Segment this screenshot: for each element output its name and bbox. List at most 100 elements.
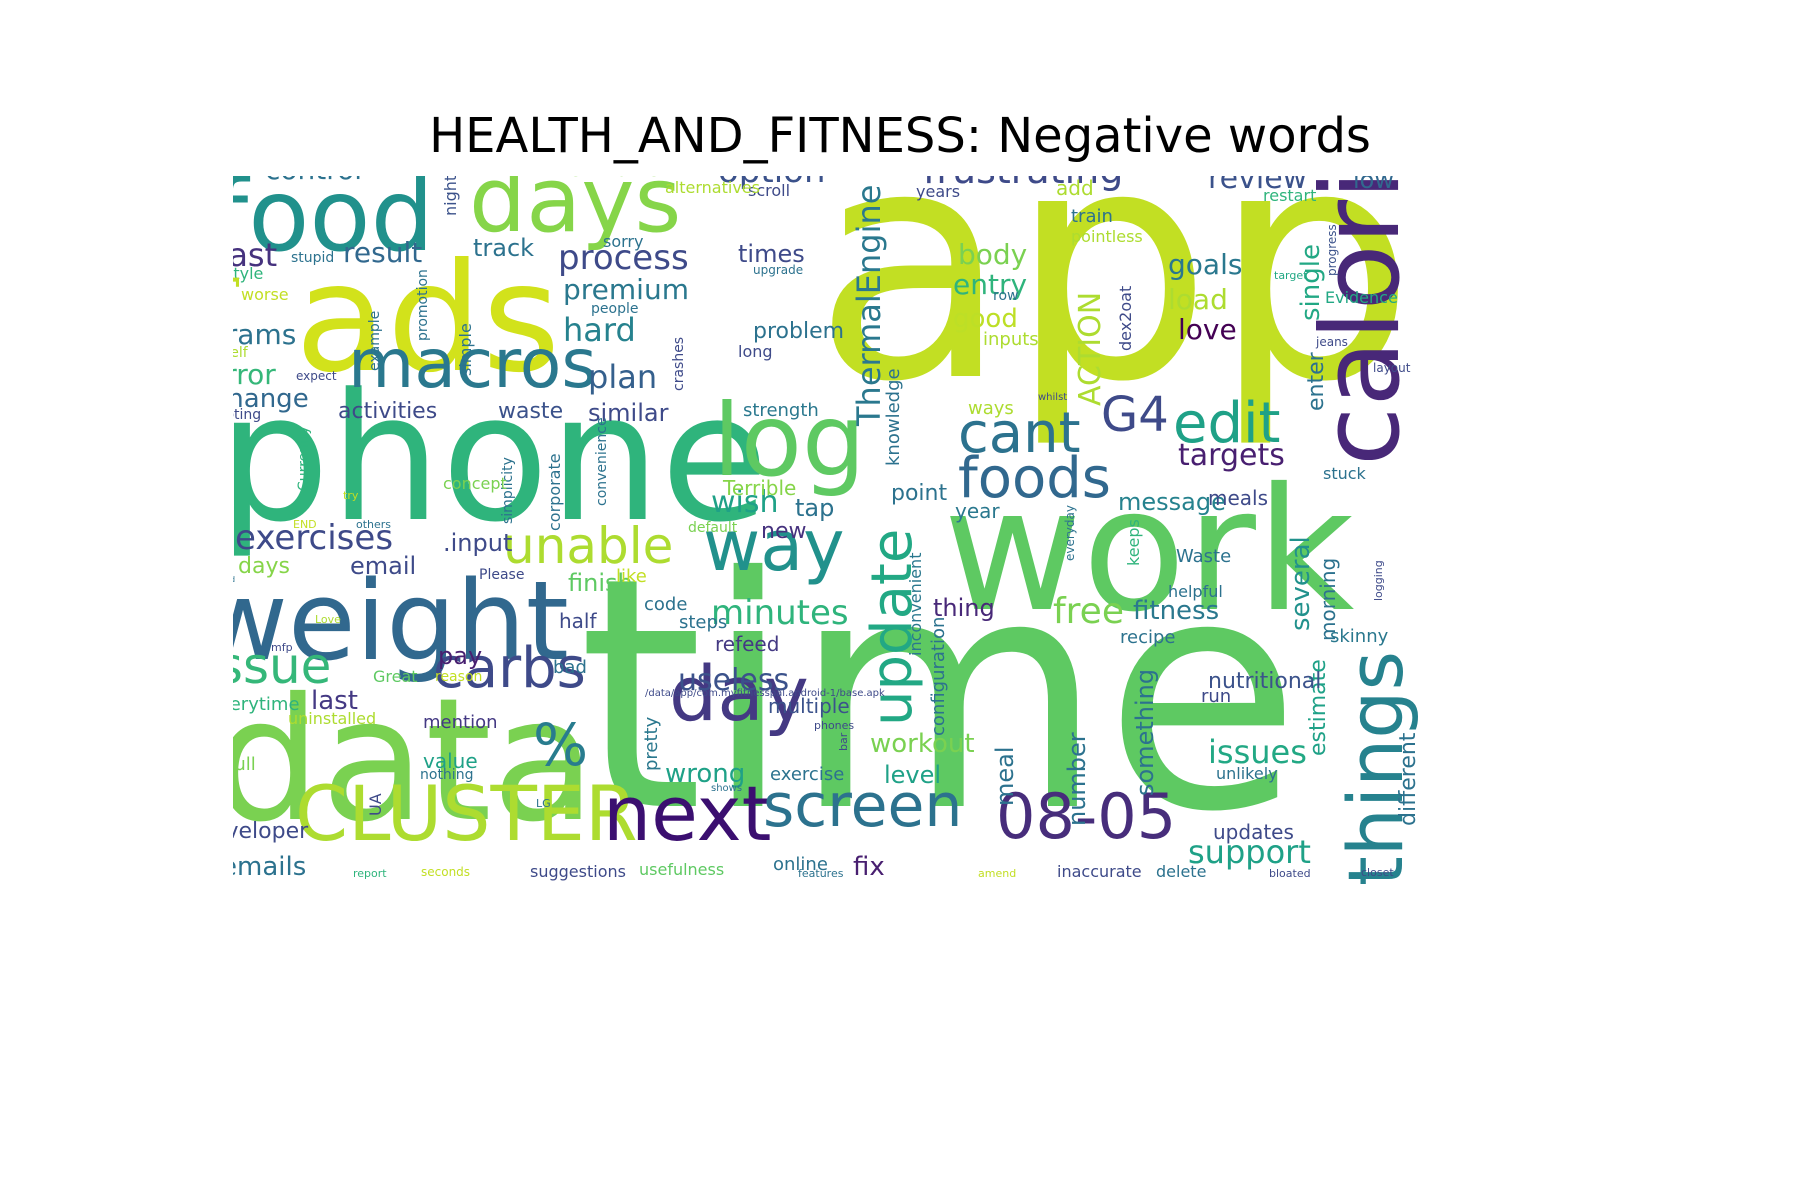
word-people: worse (241, 285, 289, 304)
word-bad: pretty (641, 716, 662, 771)
word-row: inputs (983, 329, 1039, 350)
word-concept: corporate (545, 453, 564, 531)
word-inconvenient: knowledge (883, 368, 904, 466)
word-report: bar (837, 732, 850, 751)
word-process: process (558, 238, 689, 278)
word-code: half (559, 609, 597, 633)
word-percent: % (533, 711, 589, 779)
word-past: past (233, 236, 278, 274)
word-worse: style (233, 264, 264, 283)
word-inaccurate: amend (978, 867, 1017, 880)
word-times: times (738, 240, 805, 268)
word-foods: foods (958, 446, 1111, 511)
word-sorry: alternatives (665, 178, 760, 197)
word-g4: whilst (1038, 392, 1068, 403)
word-self: promotion (415, 269, 431, 341)
word-cloud: app time phone work data ads weight food… (233, 176, 1613, 1018)
word-simple: people (591, 301, 639, 317)
word-log: log (713, 382, 866, 499)
word-app: app (813, 176, 1416, 452)
word-everyday: keeps (1124, 519, 1143, 566)
word-way: way (703, 505, 845, 587)
word-calories: calories (1299, 176, 1424, 466)
word-hard: hard (563, 311, 636, 349)
word-layout: jeans (1316, 335, 1348, 349)
word-years: add (1056, 176, 1094, 200)
word-thermalengine: ThermalEngine (850, 184, 888, 426)
word-option: option (718, 176, 826, 188)
word-love-cap: Please (479, 567, 525, 583)
word-data: data (233, 662, 596, 860)
word-features: usefulness (639, 860, 725, 879)
word-weight: weight (233, 557, 569, 685)
word-long: problem (753, 319, 845, 344)
word-bracket: G4 (1101, 387, 1169, 443)
word-inputs: long (738, 342, 773, 361)
word-helpful: recipe (1120, 627, 1176, 648)
word-uninstalled: mention (423, 712, 498, 733)
word-goals: goals (1168, 248, 1243, 281)
word-carbs: carbs (433, 636, 586, 701)
word-cant: cant (958, 401, 1081, 466)
word-screen: screen (763, 771, 963, 841)
word-tap: wish (711, 485, 779, 520)
word-great: like (616, 566, 647, 587)
word-phones: shows (711, 783, 743, 794)
word-meals: message (1118, 488, 1226, 516)
word-alternatives: scroll (748, 181, 791, 200)
word-steps: code (644, 594, 688, 615)
word-recipe: skinny (1330, 626, 1389, 647)
word-ads: ads (295, 232, 561, 406)
word-suggestions: seconds (421, 865, 471, 879)
word-dex2oat-path: logging (1372, 560, 1385, 601)
word-point: meals (1208, 486, 1269, 510)
word-closet: bloated (1269, 867, 1311, 880)
word-terrible: new (761, 519, 807, 544)
word-delete: inaccurate (1057, 862, 1142, 881)
word-similar: similar (588, 399, 669, 427)
word-phone: phone (233, 356, 769, 561)
word-review: review (1208, 176, 1308, 196)
word-next: next (603, 769, 772, 858)
word-minutes: minutes (711, 593, 849, 633)
word-e: ] (233, 274, 244, 291)
word-target: Evidence (1325, 288, 1398, 307)
word-promotion: example (367, 310, 383, 371)
word-everytime: uninstalled (288, 709, 377, 728)
word-cluster: CLUSTER (295, 769, 638, 858)
word-lg: /data/app/com.myfitnesspal.android-1/bas… (645, 688, 885, 699)
word-wrong: workout (870, 729, 975, 759)
word-nutritional: reason (435, 669, 483, 685)
word-targets: targets (1178, 438, 1285, 473)
word-base-apk: installd (233, 576, 235, 584)
word-enter: stuck (1323, 464, 1366, 483)
word-several: fitness (1133, 596, 1220, 626)
word-new: tap (795, 494, 835, 522)
word-configuration: inconvenient (906, 552, 925, 656)
word-free: free (1053, 591, 1124, 632)
word-unable: unable (503, 517, 674, 575)
word-developer: different (1396, 732, 1421, 826)
word-thing: last (311, 686, 358, 716)
word-track: track (473, 234, 535, 262)
word-year: point (891, 481, 948, 506)
word-mfp: Love (315, 613, 341, 626)
word-run: nutritional (1208, 669, 1322, 694)
word-edit: edit (1173, 391, 1281, 456)
word-problem: configuration (928, 616, 949, 736)
word-useless: useless (678, 663, 790, 698)
word-keeps: Waste (1176, 546, 1232, 567)
word-body: body (958, 238, 1028, 271)
word-online: fix (853, 852, 885, 882)
word-optimisation: upgrade (753, 263, 804, 277)
word-meal: level (884, 761, 942, 789)
word-knowledge: strength (743, 400, 819, 421)
word-number: meal (991, 746, 1019, 806)
word-entry: entry (953, 268, 1028, 301)
word-waste: waste (498, 399, 564, 424)
word-whilst: closet (1361, 866, 1394, 879)
word-good: good (953, 304, 1018, 334)
word-exercise: multiple (768, 694, 850, 718)
word-pretty: nothing (420, 767, 474, 783)
word-shows: LG (536, 797, 551, 810)
